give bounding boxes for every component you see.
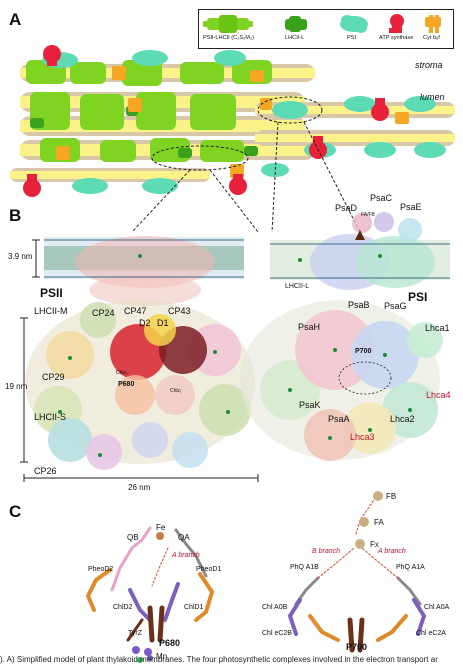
psi-cofactor-chain [287,499,427,653]
size-26nm-label: 26 nm [128,483,151,492]
chl-a0a-label: Chl A0A [424,604,450,611]
psae-label: PsaE [400,202,422,212]
cp24-label: CP24 [92,308,115,318]
chlorophyll-dots [58,254,412,457]
lhcii-l-label: LHCII-L [285,283,310,290]
size-19nm-label: 19 nm [5,382,28,391]
membrane-thickness-label: 3.9 nm [8,252,33,261]
pheod2-label: PheoD2 [88,566,114,573]
cp29-label: CP29 [42,372,65,382]
psii-label: PSII [40,286,63,300]
psii-lhcii-complexes [26,60,272,162]
lhca3-label: Lhca3 [350,432,375,442]
psab-label: PsaB [348,300,370,310]
d1-label: D1 [157,318,169,328]
p680-label: P680 [159,638,181,648]
cp26-label: CP26 [34,466,57,476]
panel-letter-c: C [9,502,22,521]
psah-label: PsaH [298,322,321,332]
legend-label-cyt-b6f: Cyt b₆f [423,35,440,41]
psak-label: PsaK [299,400,321,410]
p700-top-label: P700 [355,348,372,355]
legend-psii-lhcii-icon [203,15,253,33]
fe-label: Fe [156,523,166,532]
p700-label: P700 [346,642,368,652]
legend-icons [203,14,441,33]
psaa-label: PsaA [328,414,350,424]
qb-label: QB [127,533,139,542]
psii-iron-and-mn [132,532,164,663]
legend-label-psii-lhcii: PSII-LHCII (C₂S₂M₂) [203,35,254,41]
panel-letter-b: B [9,206,22,225]
psi-side-view [270,212,450,290]
lhca1-label: Lhca1 [425,323,450,333]
psi-iron-sulfur-clusters [355,491,383,549]
lumen-label: lumen [420,92,445,102]
psii-top-view [20,300,259,482]
psi-b-branch-label: B branch [312,548,341,555]
lhcii-m-label: LHCII-M [34,306,68,316]
chld2-label: ChlD2 [113,604,133,611]
d2-label: D2 [139,318,151,328]
mn-label: Mn [156,652,168,661]
panel-letter-a: A [9,10,22,29]
psii-side-view [32,236,244,306]
legend-label-atp-synthase: ATP synthase [379,35,414,41]
legend-psi-icon [340,15,368,33]
chl-ec2a-label: Chl eC2A [416,630,446,637]
chlz-d1-label: Chlz₁ [170,388,182,394]
fa-label: FA [374,518,384,527]
legend-label-psi: PSI [347,35,357,41]
psac-label: PsaC [370,193,393,203]
psii-cofactor-chain [85,526,215,643]
legend-lhcii-l-icon [285,16,307,32]
fb-label: FB [386,492,397,501]
psi-a-branch-label: A branch [378,548,406,555]
chld1-label: ChlD1 [184,604,204,611]
stroma-label: stroma [415,60,443,70]
legend-box: PSII-LHCII (C₂S₂M₂) LHCII-L PSI ATP synt… [198,9,454,49]
psii-a-branch-label: A branch [172,552,200,559]
legend-label-lhcii-l: LHCII-L [285,35,305,41]
phq-a1b-label: PhQ A1B [290,564,319,571]
qa-label: QA [178,533,190,542]
legend-cyt-b6f-icon [425,15,441,33]
chlz-d2-label: Chlz₂ [116,370,128,376]
cyt-b6f-complexes [56,66,409,178]
pheod1-label: PheoD1 [196,566,222,573]
figure-caption: ). A) Simplified model of plant thylakoi… [0,655,438,664]
psad-label: PsaD [335,203,358,213]
psag-label: PsaG [384,301,407,311]
chl-a0b-label: Chl A0B [262,604,288,611]
fab-label: FA/FB [361,212,375,218]
cp47-label: CP47 [124,306,147,316]
p680-top-label: P680 [118,381,135,388]
lhca2-label: Lhca2 [390,414,415,424]
lhca4-label: Lhca4 [426,390,451,400]
chl-ec2b-label: Chl eC2B [262,630,292,637]
legend-atp-synthase-icon [389,14,404,33]
tyrz-label: TyrZ [128,630,142,637]
cp43-label: CP43 [168,306,191,316]
phq-a1a-label: PhQ A1A [396,564,425,571]
callout-ellipses [131,96,361,233]
fx-label: Fx [370,540,379,549]
psi-label: PSI [408,290,428,304]
lhcii-s-label: LHCII-S [34,412,67,422]
